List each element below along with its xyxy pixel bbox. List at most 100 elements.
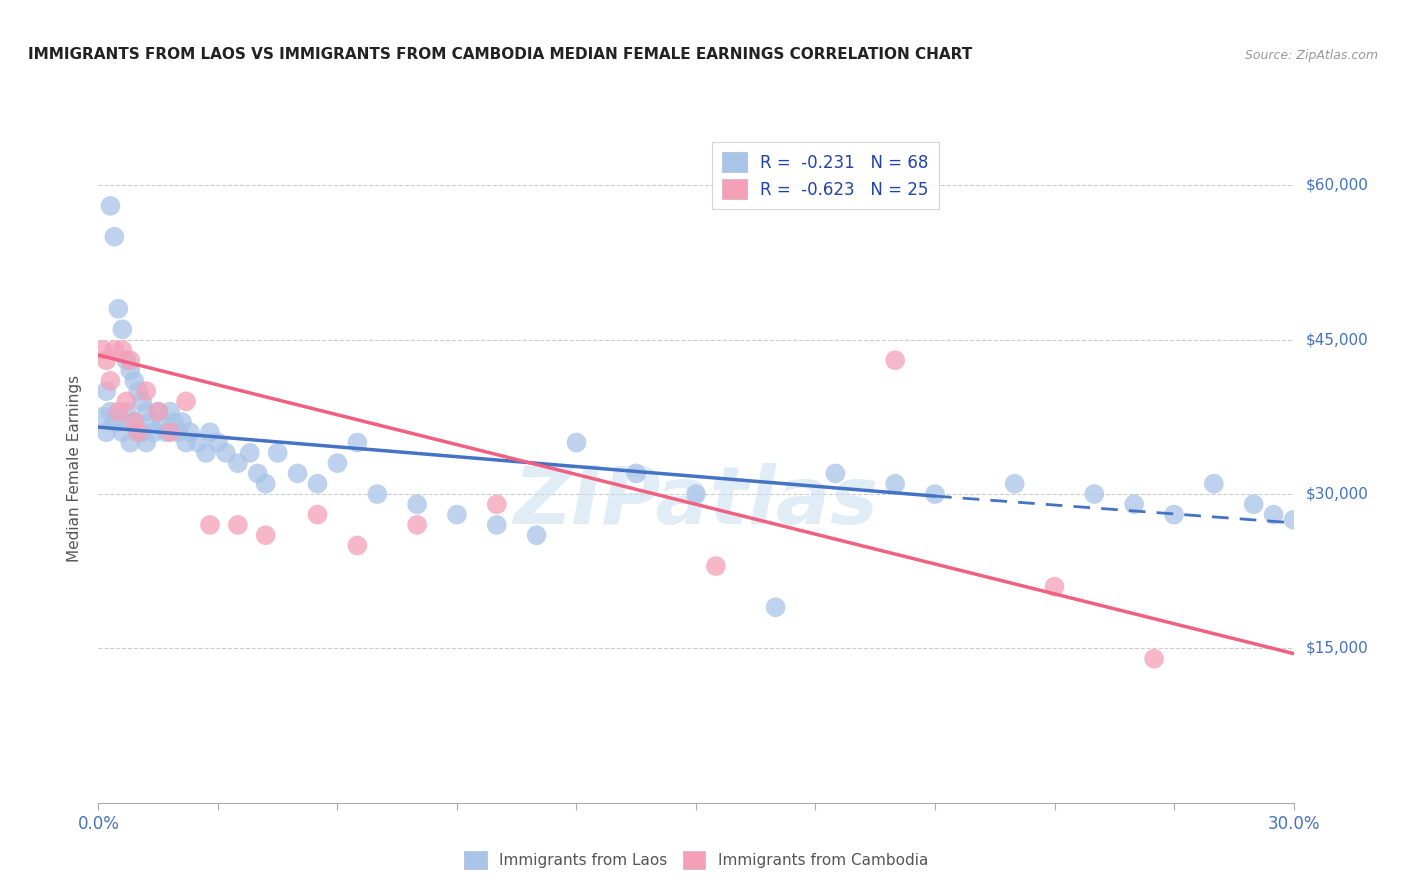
Point — [127, 425, 149, 440]
Point — [366, 487, 388, 501]
Point — [148, 405, 170, 419]
Point — [254, 476, 277, 491]
Text: IMMIGRANTS FROM LAOS VS IMMIGRANTS FROM CAMBODIA MEDIAN FEMALE EARNINGS CORRELAT: IMMIGRANTS FROM LAOS VS IMMIGRANTS FROM … — [28, 47, 973, 62]
Point — [111, 343, 134, 357]
Point — [124, 415, 146, 429]
Point — [526, 528, 548, 542]
Point — [824, 467, 846, 481]
Point — [120, 363, 142, 377]
Point — [155, 425, 177, 440]
Point — [406, 517, 429, 532]
Point — [127, 425, 149, 440]
Point — [174, 394, 197, 409]
Point — [150, 415, 173, 429]
Point — [1263, 508, 1285, 522]
Point — [127, 384, 149, 398]
Point — [565, 435, 588, 450]
Text: $60,000: $60,000 — [1305, 178, 1368, 193]
Point — [346, 435, 368, 450]
Point — [143, 425, 166, 440]
Point — [1083, 487, 1105, 501]
Point — [226, 456, 249, 470]
Point — [307, 508, 329, 522]
Point — [131, 425, 153, 440]
Point — [884, 476, 907, 491]
Point — [107, 405, 129, 419]
Point — [96, 353, 118, 368]
Point — [91, 343, 114, 357]
Text: Source: ZipAtlas.com: Source: ZipAtlas.com — [1244, 49, 1378, 62]
Point — [226, 517, 249, 532]
Point — [307, 476, 329, 491]
Point — [172, 415, 194, 429]
Point — [163, 415, 186, 429]
Point — [406, 497, 429, 511]
Point — [267, 446, 290, 460]
Point — [103, 229, 125, 244]
Point — [924, 487, 946, 501]
Point — [98, 374, 122, 388]
Point — [98, 199, 122, 213]
Point — [120, 353, 142, 368]
Point — [246, 467, 269, 481]
Point — [1202, 476, 1225, 491]
Point — [159, 405, 181, 419]
Text: $45,000: $45,000 — [1305, 332, 1368, 347]
Point — [91, 409, 114, 424]
Point — [120, 435, 142, 450]
Point — [239, 446, 262, 460]
Point — [1043, 580, 1066, 594]
Point — [1143, 651, 1166, 665]
Point — [98, 405, 122, 419]
Point — [1282, 513, 1305, 527]
Point — [187, 435, 209, 450]
Point — [198, 517, 221, 532]
Point — [198, 425, 221, 440]
Point — [624, 467, 647, 481]
Point — [884, 353, 907, 368]
Point — [131, 394, 153, 409]
Point — [135, 405, 157, 419]
Point — [765, 600, 787, 615]
Point — [485, 517, 508, 532]
Point — [115, 394, 138, 409]
Point — [326, 456, 349, 470]
Point — [107, 415, 129, 429]
Point — [115, 353, 138, 368]
Point — [111, 425, 134, 440]
Point — [1123, 497, 1146, 511]
Point — [135, 384, 157, 398]
Text: ZIPatlas: ZIPatlas — [513, 463, 879, 541]
Point — [1163, 508, 1185, 522]
Point — [115, 405, 138, 419]
Point — [446, 508, 468, 522]
Legend: Immigrants from Laos, Immigrants from Cambodia: Immigrants from Laos, Immigrants from Ca… — [458, 845, 934, 875]
Text: $15,000: $15,000 — [1305, 641, 1368, 656]
Point — [1243, 497, 1265, 511]
Point — [167, 425, 190, 440]
Point — [207, 435, 229, 450]
Point — [124, 374, 146, 388]
Point — [179, 425, 201, 440]
Point — [194, 446, 218, 460]
Point — [107, 301, 129, 316]
Point — [96, 384, 118, 398]
Point — [111, 322, 134, 336]
Point — [139, 415, 162, 429]
Text: $30,000: $30,000 — [1305, 486, 1368, 501]
Point — [215, 446, 238, 460]
Point — [1004, 476, 1026, 491]
Point — [346, 539, 368, 553]
Point — [96, 425, 118, 440]
Point — [159, 425, 181, 440]
Point — [135, 435, 157, 450]
Point — [124, 415, 146, 429]
Point — [148, 405, 170, 419]
Point — [103, 415, 125, 429]
Point — [685, 487, 707, 501]
Point — [174, 435, 197, 450]
Y-axis label: Median Female Earnings: Median Female Earnings — [66, 375, 82, 562]
Point — [287, 467, 309, 481]
Point — [103, 343, 125, 357]
Point — [254, 528, 277, 542]
